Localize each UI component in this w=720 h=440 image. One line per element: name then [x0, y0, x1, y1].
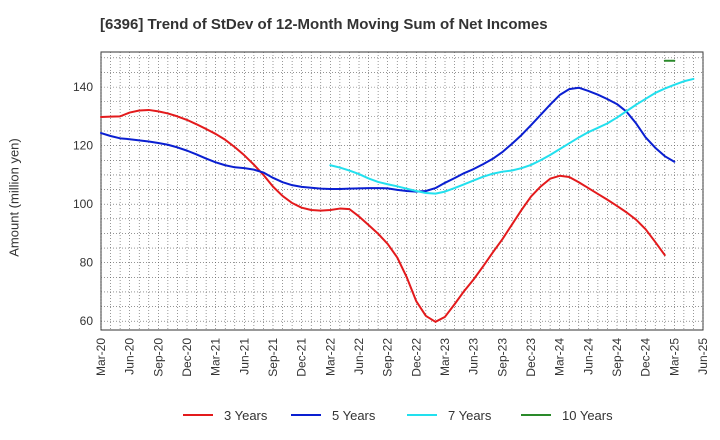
- legend: 3 Years 5 Years 7 Years 10 Years: [183, 408, 613, 423]
- x-tick-label: Mar-23: [438, 338, 452, 376]
- series-line-7-years: [329, 77, 695, 195]
- legend-label: 5 Years: [332, 408, 376, 423]
- x-tick-label: Dec-22: [409, 338, 423, 377]
- y-tick-labels: 60 80 100 120 140: [73, 80, 93, 328]
- x-tick-label: Sep-20: [151, 338, 165, 377]
- x-tick-label: Jun-25: [696, 338, 710, 375]
- x-tick-label: Jun-21: [237, 338, 251, 375]
- grid-lines: [100, 52, 704, 330]
- x-tick-labels: Mar-20 Jun-20 Sep-20 Dec-20 Mar-21 Jun-21 Sep-…: [94, 338, 710, 377]
- legend-label: 7 Years: [448, 408, 492, 423]
- series-line-5-years: [100, 86, 676, 193]
- x-tick-label: Mar-25: [667, 338, 681, 376]
- x-tick-label: Jun-22: [352, 338, 366, 375]
- series-lines: [100, 59, 695, 323]
- x-tick-label: Dec-23: [524, 338, 538, 377]
- x-tick-label: Mar-22: [323, 338, 337, 376]
- x-tick-label: Mar-21: [209, 338, 223, 376]
- x-tick-label: Dec-20: [180, 338, 194, 377]
- x-tick-label: Sep-23: [495, 338, 509, 377]
- x-tick-label: Mar-20: [94, 338, 108, 376]
- x-tick-label: Sep-24: [610, 338, 624, 377]
- y-tick-label: 100: [73, 197, 93, 211]
- x-tick-label: Dec-21: [295, 338, 309, 377]
- y-tick-label: 140: [73, 80, 93, 94]
- x-tick-label: Jun-24: [581, 338, 595, 375]
- x-tick-label: Dec-24: [639, 338, 653, 377]
- series-line-3-years: [100, 108, 666, 323]
- y-tick-label: 60: [80, 314, 94, 328]
- x-tick-label: Sep-22: [381, 338, 395, 377]
- y-tick-label: 120: [73, 139, 93, 153]
- x-tick-label: Jun-23: [467, 338, 481, 375]
- chart-title: [6396] Trend of StDev of 12-Month Moving…: [100, 16, 548, 33]
- legend-label: 10 Years: [562, 408, 613, 423]
- x-tick-label: Jun-20: [123, 338, 137, 375]
- legend-label: 3 Years: [224, 408, 268, 423]
- x-tick-label: Sep-21: [266, 338, 280, 377]
- x-tick-label: Mar-24: [553, 338, 567, 376]
- y-tick-label: 80: [80, 256, 94, 270]
